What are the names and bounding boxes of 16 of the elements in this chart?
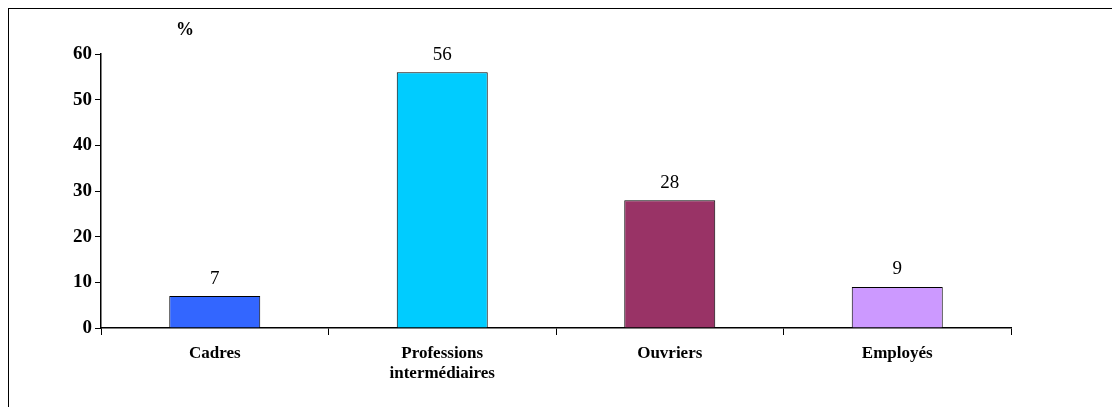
x-tick-label: Cadres (188, 342, 241, 362)
data-label: 28 (660, 170, 680, 192)
data-label: 9 (892, 257, 902, 279)
y-axis-title: % (176, 18, 194, 39)
y-tick-label: 50 (73, 87, 92, 109)
x-tick-label: Professions intermédiaires (389, 342, 496, 382)
y-tick-label: 40 (73, 133, 92, 155)
x-tick-label: Ouvriers (637, 342, 703, 362)
data-label: 7 (210, 266, 220, 288)
y-tick-label: 30 (73, 178, 92, 200)
x-tick-label: Employés (861, 342, 934, 362)
y-tick-label: 20 (73, 224, 92, 246)
data-label: 56 (432, 42, 452, 64)
y-tick-label: 60 (73, 41, 92, 63)
y-tick-label: 0 (82, 315, 92, 337)
y-tick-label: 10 (73, 270, 92, 292)
